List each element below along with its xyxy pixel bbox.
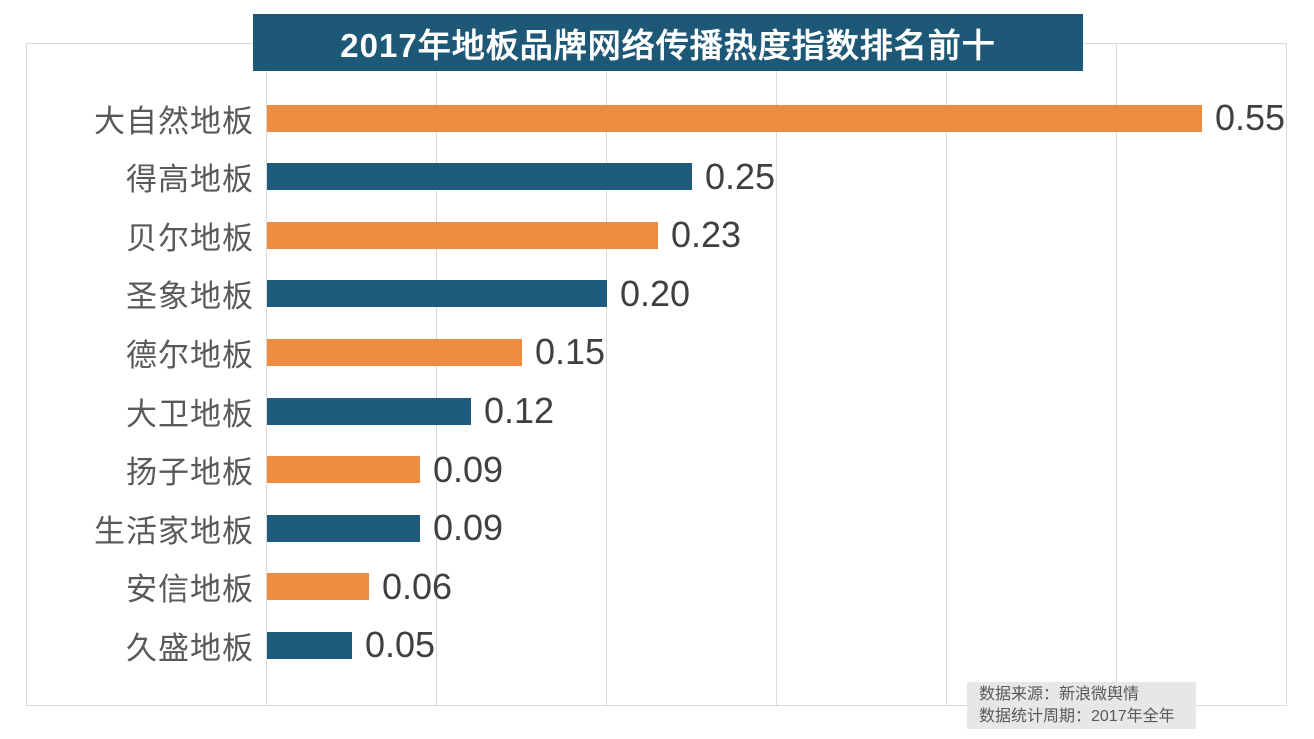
category-label-3: 贝尔地板 [126, 220, 254, 256]
bar-9 [267, 573, 369, 601]
category-label-5: 德尔地板 [126, 337, 254, 373]
vertical-gridline [946, 43, 947, 705]
vertical-gridline [606, 43, 607, 705]
category-label-10: 久盛地板 [126, 630, 254, 666]
vertical-gridline [436, 43, 437, 705]
category-label-7: 扬子地板 [126, 455, 254, 491]
bar-8 [267, 514, 420, 542]
data-source-note: 数据来源：新浪微舆情 数据统计周期：2017年全年 [967, 682, 1196, 729]
bar-2 [267, 163, 692, 191]
value-label-4: 0.20 [620, 272, 691, 314]
bar-3 [267, 221, 658, 249]
bar-10 [267, 631, 352, 659]
category-label-6: 大卫地板 [126, 396, 254, 432]
value-label-8: 0.09 [433, 507, 504, 549]
data-period-line: 数据统计周期：2017年全年 [979, 707, 1175, 725]
bar-4 [267, 280, 607, 308]
value-label-5: 0.15 [535, 331, 606, 373]
value-label-10: 0.05 [365, 624, 436, 666]
value-label-7: 0.09 [433, 448, 504, 490]
bar-5 [267, 338, 522, 366]
bar-1 [267, 104, 1202, 132]
vertical-gridline [1116, 43, 1117, 705]
category-label-4: 圣象地板 [126, 279, 254, 315]
value-label-6: 0.12 [484, 390, 555, 431]
bar-7 [267, 456, 420, 484]
value-label-2: 0.25 [705, 155, 776, 197]
value-label-9: 0.06 [382, 565, 453, 607]
value-label-3: 0.23 [671, 214, 742, 256]
category-label-9: 安信地板 [126, 572, 254, 608]
value-label-1: 0.55 [1215, 97, 1286, 138]
category-label-8: 生活家地板 [94, 513, 254, 549]
chart-title-banner: 2017年地板品牌网络传播热度指数排名前十 [253, 14, 1083, 71]
category-label-1: 大自然地板 [94, 103, 254, 139]
category-label-2: 得高地板 [126, 162, 254, 198]
data-source-line: 数据来源：新浪微舆情 [979, 685, 1140, 703]
bar-6 [267, 397, 471, 425]
vertical-gridline [776, 43, 777, 705]
vertical-gridline [266, 43, 267, 705]
chart-title: 2017年地板品牌网络传播热度指数排名前十 [340, 26, 996, 64]
